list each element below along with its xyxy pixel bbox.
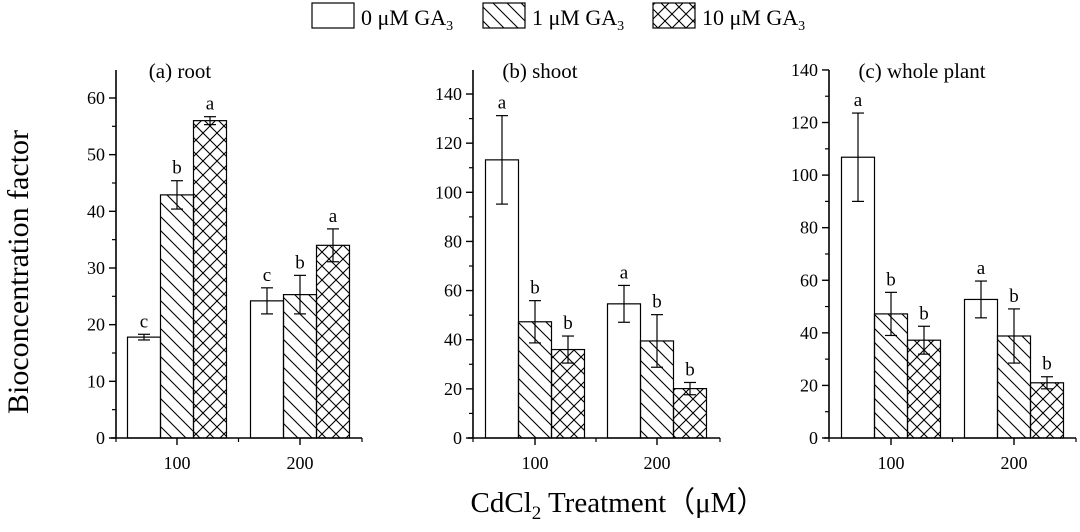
y-axis-label: Bioconcentration factor xyxy=(2,130,35,414)
y-tick-label: 40 xyxy=(87,201,105,221)
panel-whole-plant: (c) whole plant a b b a b b 0 20 40 60 80 100 120 140 1… xyxy=(791,59,1077,473)
significance-letter: b xyxy=(919,303,929,324)
bar xyxy=(550,348,586,439)
bar xyxy=(906,339,942,439)
significance-letter: c xyxy=(263,265,271,286)
x-tick-label: 200 xyxy=(287,453,314,473)
panel-title: (a) root xyxy=(149,59,212,83)
y-tick-label: 60 xyxy=(444,281,462,301)
significance-letter: b xyxy=(685,359,695,380)
x-tick-label: 200 xyxy=(1001,453,1028,473)
legend-swatch xyxy=(652,2,696,29)
legend-item: 1 μM GA3 xyxy=(482,2,624,34)
significance-letter: b xyxy=(172,158,182,179)
x-tick-label: 100 xyxy=(164,453,191,473)
significance-letter: a xyxy=(620,262,629,283)
significance-letter: b xyxy=(295,252,305,273)
bar xyxy=(484,159,520,439)
significance-letter: a xyxy=(854,90,863,111)
legend-label-sub: 3 xyxy=(446,19,453,34)
panel-shoot: (b) shoot a b b a b b 0 20 40 60 80 100 120 140 100 200 xyxy=(435,59,721,473)
x-tick-label: 100 xyxy=(878,453,905,473)
y-tick-label: 0 xyxy=(809,428,818,448)
y-tick-label: 60 xyxy=(800,270,818,290)
y-tick-label: 0 xyxy=(453,428,462,448)
y-tick-label: 80 xyxy=(800,218,818,238)
y-tick-label: 50 xyxy=(87,145,105,165)
legend: 0 μM GA3 1 μM GA3 10 μM GA3 xyxy=(311,2,805,34)
y-tick-label: 20 xyxy=(800,375,818,395)
legend-label-sub: 3 xyxy=(798,19,805,34)
legend-item: 10 μM GA3 xyxy=(652,2,805,34)
legend-label: 0 μM GA3 xyxy=(361,5,453,34)
significance-letter: a xyxy=(329,206,338,227)
significance-letter: b xyxy=(563,313,573,334)
panel-title: (b) shoot xyxy=(502,59,577,83)
y-tick-label: 140 xyxy=(791,60,818,80)
y-tick-label: 100 xyxy=(791,165,818,185)
legend-label: 10 μM GA3 xyxy=(702,5,805,34)
y-tick-label: 20 xyxy=(444,379,462,399)
y-tick-label: 40 xyxy=(800,323,818,343)
bar xyxy=(840,156,876,439)
bar xyxy=(282,294,318,439)
significance-letter: a xyxy=(977,258,986,279)
legend-label-sub: 3 xyxy=(617,19,624,34)
y-tick-label: 0 xyxy=(96,428,105,448)
y-tick-label: 120 xyxy=(435,133,462,153)
x-axis-label-main: CdCl xyxy=(471,487,532,519)
significance-letter: a xyxy=(206,94,215,115)
y-tick-label: 60 xyxy=(87,88,105,108)
significance-letter: b xyxy=(1009,286,1019,307)
bar xyxy=(672,388,708,439)
significance-letter: b xyxy=(530,278,540,299)
x-tick-label: 200 xyxy=(644,453,671,473)
y-tick-label: 140 xyxy=(435,84,462,104)
bar xyxy=(963,298,999,439)
bar xyxy=(159,194,195,439)
significance-letter: b xyxy=(1042,354,1052,375)
y-tick-label: 30 xyxy=(87,258,105,278)
y-tick-label: 120 xyxy=(791,113,818,133)
legend-swatch xyxy=(311,2,355,29)
legend-swatch xyxy=(482,2,526,29)
significance-letter: b xyxy=(886,269,896,290)
panel-root: (a) root c b a c b a 0 10 20 30 40 50 60 100 200 xyxy=(87,59,363,473)
bar xyxy=(192,120,228,439)
panel-title: (c) whole plant xyxy=(858,59,985,83)
y-tick-label: 80 xyxy=(444,231,462,251)
legend-item: 0 μM GA3 xyxy=(311,2,453,34)
x-axis-label-sub: 2 xyxy=(532,503,542,524)
y-tick-label: 40 xyxy=(444,330,462,350)
significance-letter: a xyxy=(498,93,507,114)
bar xyxy=(315,244,351,439)
y-tick-label: 10 xyxy=(87,371,105,391)
y-tick-label: 20 xyxy=(87,315,105,335)
significance-letter: b xyxy=(652,292,662,313)
x-axis-label-rest: Treatment（μM） xyxy=(541,487,765,519)
bar xyxy=(126,336,162,439)
bar xyxy=(606,303,642,439)
bar xyxy=(1029,382,1065,439)
y-tick-label: 100 xyxy=(435,182,462,202)
x-axis-label: CdCl2 Treatment（μM） xyxy=(471,487,766,524)
x-tick-label: 100 xyxy=(522,453,549,473)
bar xyxy=(249,300,285,439)
significance-letter: c xyxy=(140,311,148,332)
legend-label: 1 μM GA3 xyxy=(532,5,624,34)
